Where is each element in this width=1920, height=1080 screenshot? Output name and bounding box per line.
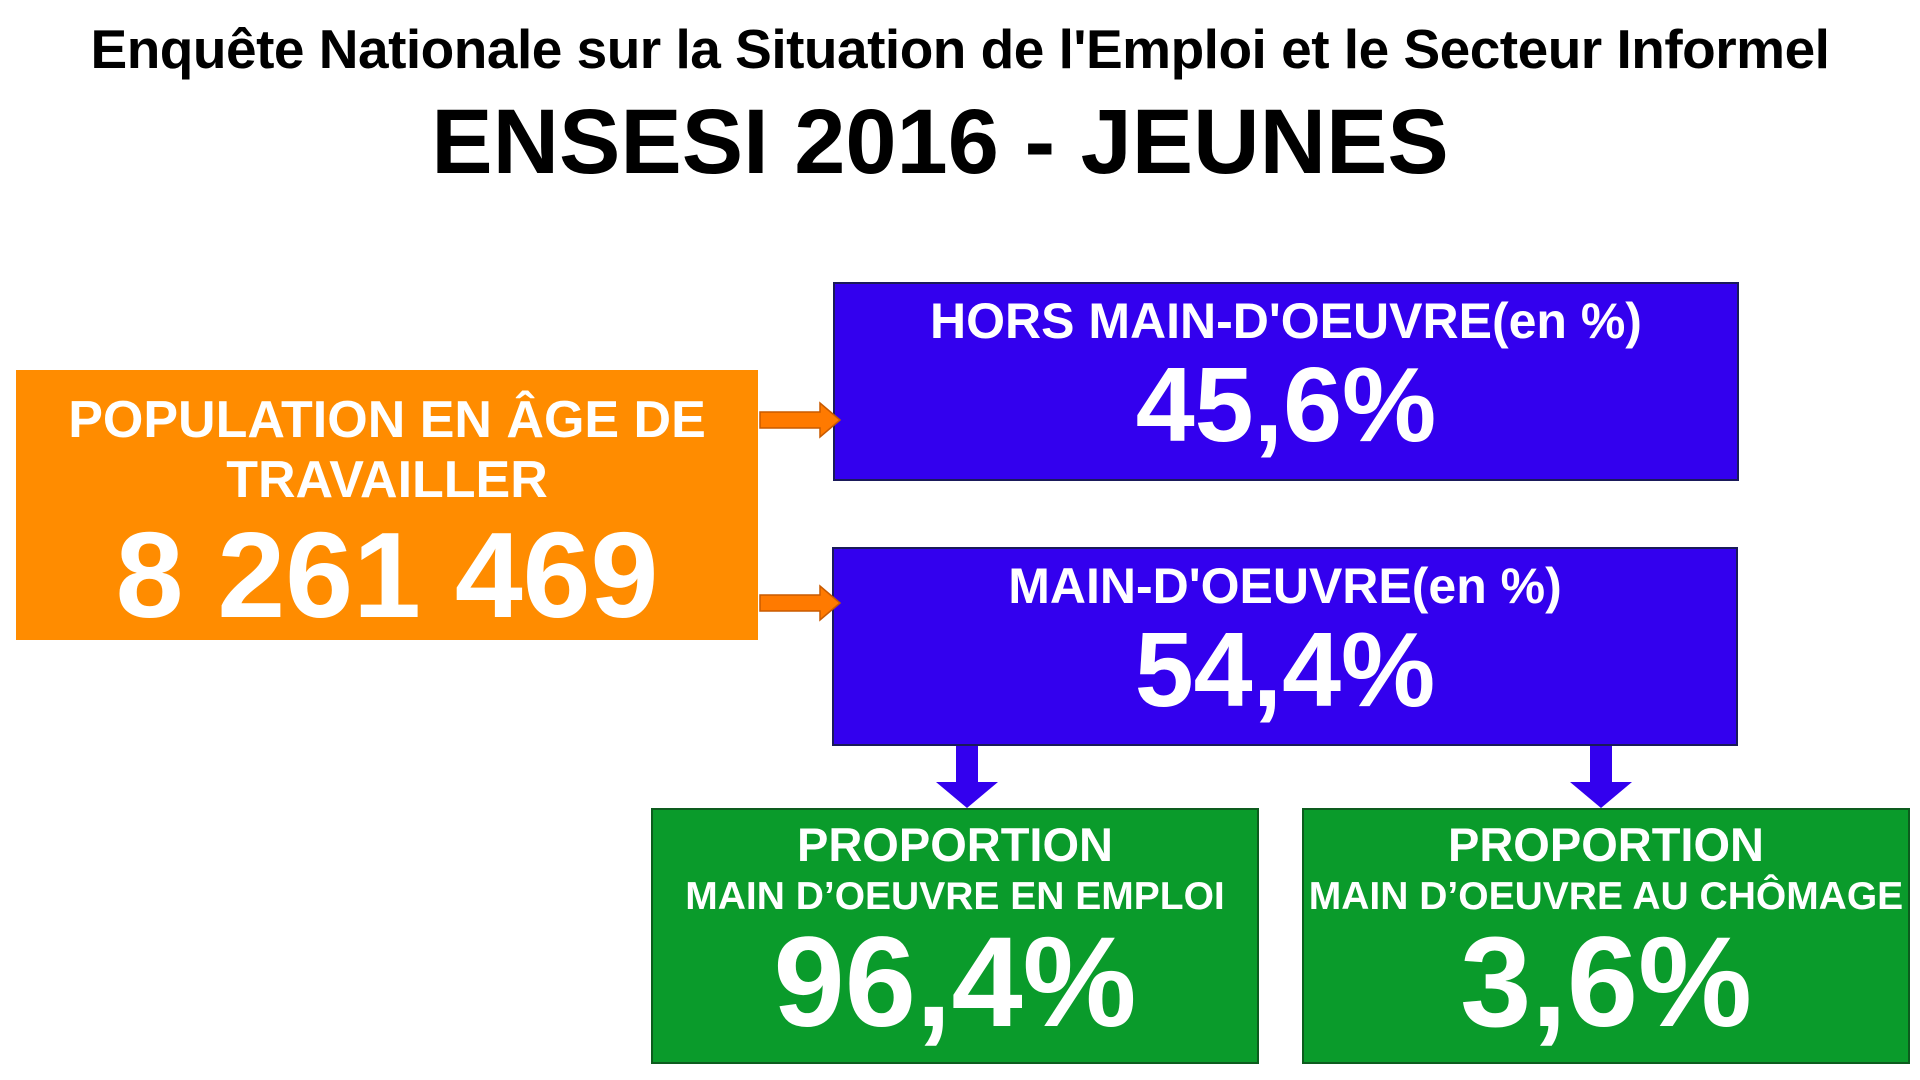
population-box: POPULATION EN ÂGE DE TRAVAILLER 8 261 46… [16,370,758,640]
survey-title: Enquête Nationale sur la Situation de l'… [90,18,1830,80]
chomage-label-line2: MAIN D’OEUVRE AU CHÔMAGE [1308,875,1904,918]
emploi-label-line1: PROPORTION [797,818,1113,871]
main-oeuvre-label: MAIN-D'OEUVRE(en %) [1008,558,1562,614]
survey-subtitle: ENSESI 2016 - JEUNES [431,91,1449,193]
hors-main-oeuvre-value: 45,6% [1135,346,1437,464]
hors-main-oeuvre-label: HORS MAIN-D'OEUVRE(en %) [930,293,1642,349]
chomage-value: 3,6% [1460,911,1752,1054]
population-value: 8 261 469 [115,507,659,643]
population-label-line1: POPULATION EN ÂGE DE [68,391,706,449]
hors-main-oeuvre-box: HORS MAIN-D'OEUVRE(en %) 45,6% [833,282,1739,481]
arrow-right-icon [759,584,842,622]
chomage-label-line1: PROPORTION [1448,818,1764,871]
emploi-label-line2: MAIN D’OEUVRE EN EMPLOI [685,875,1225,918]
emploi-value: 96,4% [773,911,1137,1054]
main-oeuvre-value: 54,4% [1134,611,1436,729]
arrow-down-icon [1570,746,1632,808]
chomage-box: PROPORTION MAIN D’OEUVRE AU CHÔMAGE 3,6% [1302,808,1910,1064]
arrow-down-icon [936,746,998,808]
emploi-box: PROPORTION MAIN D’OEUVRE EN EMPLOI 96,4% [651,808,1259,1064]
population-label-line2: TRAVAILLER [226,451,548,509]
main-oeuvre-box: MAIN-D'OEUVRE(en %) 54,4% [832,547,1738,746]
arrow-right-icon [759,401,842,439]
